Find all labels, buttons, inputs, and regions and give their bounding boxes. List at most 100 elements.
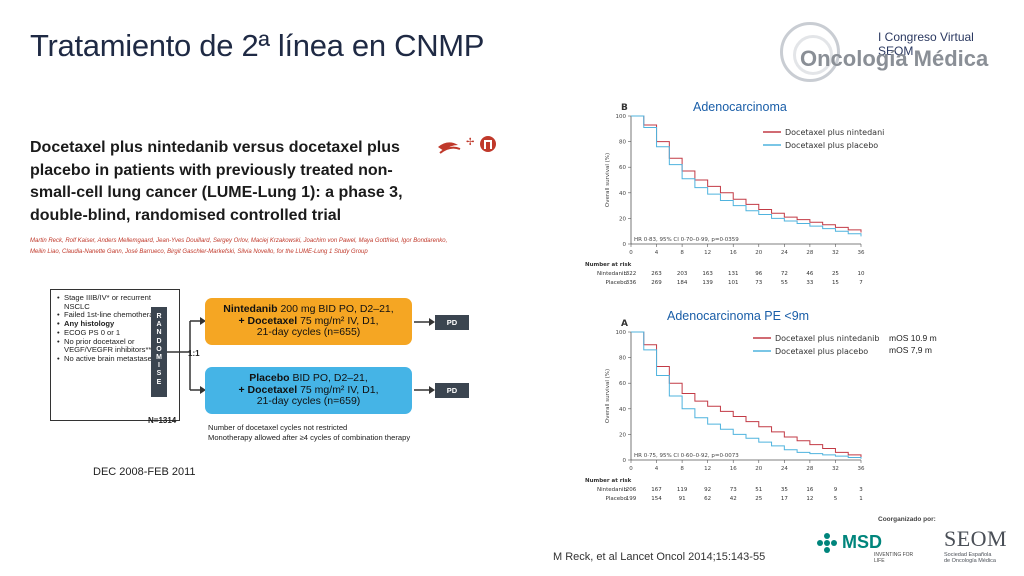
eligibility-criteria-box: Stage IIIB/IV* or recurrent NSCLC Failed…: [50, 289, 180, 421]
risk-value: 72: [781, 271, 788, 277]
logo-main-text: Oncología Médica: [800, 46, 989, 71]
criterion-item: Failed 1st-line chemotherapy: [57, 311, 175, 320]
criterion-item: No active brain metastases: [57, 354, 175, 364]
y-tick-label: 40: [619, 191, 626, 197]
risk-value: 131: [728, 271, 739, 277]
risk-value: 167: [651, 487, 662, 493]
seom-word: SEOM: [944, 526, 1008, 551]
legend-label: Docetaxel plus nintedanib: [775, 334, 879, 343]
arm-b-line1: BID PO, D2–21,: [289, 372, 368, 384]
x-tick-label: 0: [629, 250, 633, 256]
paper-authors: Martin Reck, Rolf Kaiser, Anders Mellemg…: [30, 238, 448, 255]
x-tick-label: 16: [730, 250, 737, 256]
randomise-letter: A: [156, 321, 162, 329]
x-tick-label: 24: [781, 466, 788, 472]
risk-value: 35: [781, 487, 788, 493]
arm-placebo: Placebo BID PO, D2–21, + Docetaxel 75 mg…: [205, 367, 412, 414]
risk-value: 203: [677, 271, 688, 277]
x-tick-label: 36: [858, 466, 865, 472]
criterion-item: Stage IIIB/IV* or recurrent NSCLC: [57, 293, 175, 311]
msd-logo: MSD INVENTING FOR LIFE: [816, 530, 916, 564]
risk-value: 15: [832, 280, 839, 286]
design-arrows: [167, 317, 435, 394]
km-chart-adenocarcinoma-pe9m: A 0 20 40 60 80 100 0 4 8 12 16 20 24 28 32 36 Overall su…: [585, 319, 879, 502]
risk-value: 25: [755, 496, 762, 502]
legend-label: Docetaxel plus placebo: [785, 141, 878, 150]
crossmark-icon: ✢: [436, 133, 506, 163]
risk-value: 154: [651, 496, 662, 502]
risk-value: 119: [677, 487, 688, 493]
risk-value: 73: [755, 280, 762, 286]
risk-value: 16: [806, 487, 813, 493]
msd-word: MSD: [842, 532, 882, 552]
x-tick-label: 24: [781, 250, 788, 256]
y-tick-label: 60: [619, 165, 626, 171]
arm-nintedanib: Nintedanib 200 mg BID PO, D2–21, + Docet…: [205, 298, 412, 345]
risk-value: 3: [859, 487, 863, 493]
enrollment-period: DEC 2008-FEB 2011: [93, 466, 196, 478]
panel-b-heading: Adenocarcinoma: [693, 100, 787, 114]
randomise-letter: M: [156, 354, 162, 362]
hr-annotation: HR 0·75, 95% CI 0·60–0·92, p=0·0073: [634, 453, 739, 459]
arm-a-line3: 21-day cycles (n=655): [256, 326, 361, 338]
risk-value: 199: [626, 496, 637, 502]
risk-row-label: Placebo: [606, 496, 628, 502]
congress-logo: I Congreso Virtual SEOM Oncología Médica: [780, 22, 1010, 86]
y-tick-label: 60: [619, 381, 626, 387]
risk-value: 269: [651, 280, 662, 286]
seom-sub-1: Sociedad Española: [944, 552, 992, 558]
risk-title: Number at risk: [585, 262, 632, 268]
pd-box: PD: [435, 383, 469, 398]
total-n: N=1314: [148, 416, 177, 425]
x-tick-label: 28: [806, 466, 813, 472]
logo-ring-icon: [780, 22, 840, 82]
criterion-item: ECOG PS 0 or 1: [57, 328, 175, 338]
seom-logo: SEOM Sociedad Española de Oncología Médi…: [944, 526, 1014, 570]
legend-label: Docetaxel plus placebo: [775, 347, 868, 356]
risk-value: 101: [728, 280, 739, 286]
randomise-letter: D: [156, 337, 162, 345]
randomise-letter: E: [156, 378, 162, 386]
y-tick-label: 40: [619, 407, 626, 413]
risk-value: 5: [834, 496, 838, 502]
panel-letter: B: [621, 103, 628, 113]
x-tick-label: 4: [655, 250, 659, 256]
panel-a-heading: Adenocarcinoma PE <9m: [667, 309, 810, 323]
arm-a-line1: 200 mg BID PO, D2–21,: [277, 303, 394, 315]
panel-letter: A: [621, 319, 628, 329]
hr-annotation: HR 0·83, 95% CI 0·70–0·99, p=0·0359: [634, 237, 739, 243]
arm-a-lead: Nintedanib: [223, 303, 278, 315]
x-tick-label: 8: [680, 466, 684, 472]
arm-b-line2: 75 mg/m² IV, D1,: [297, 383, 379, 396]
risk-value: 33: [806, 280, 813, 286]
risk-value: 336: [626, 280, 637, 286]
risk-value: 7: [859, 280, 863, 286]
pd-box: PD: [435, 315, 469, 330]
risk-value: 322: [626, 271, 637, 277]
risk-value: 17: [781, 496, 788, 502]
criterion-item: No prior docetaxel or VEGF/VEGFR inhibit…: [57, 337, 175, 355]
randomise-letter: O: [156, 345, 162, 353]
risk-value: 9: [834, 487, 838, 493]
risk-value: 12: [806, 496, 813, 502]
risk-value: 62: [704, 496, 711, 502]
msd-tagline: INVENTING FOR LIFE: [874, 552, 914, 564]
legend-label: Docetaxel plus nintedanib: [785, 128, 885, 137]
x-tick-label: 32: [832, 250, 839, 256]
trial-design-diagram: Stage IIIB/IV* or recurrent NSCLC Failed…: [40, 287, 480, 447]
risk-value: 10: [858, 271, 865, 277]
arm-b-drug: + Docetaxel: [238, 383, 298, 396]
y-tick-label: 80: [619, 140, 626, 146]
arm-a-drug: + Docetaxel: [238, 314, 298, 327]
arm-b-line3: 21-day cycles (n=659): [256, 395, 361, 407]
citation: M Reck, et al Lancet Oncol 2014;15:143-5…: [553, 551, 766, 563]
x-tick-label: 20: [755, 466, 762, 472]
msd-logo-icon: [817, 533, 837, 553]
randomise-letter: I: [158, 362, 160, 370]
randomise-letter: N: [156, 329, 162, 337]
x-tick-label: 12: [704, 250, 711, 256]
risk-value: 55: [781, 280, 788, 286]
risk-value: 184: [677, 280, 688, 286]
series-line: [631, 331, 862, 459]
